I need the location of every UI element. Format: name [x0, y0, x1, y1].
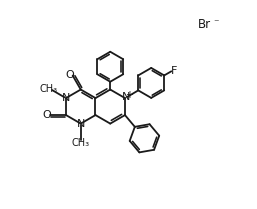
Text: CH₃: CH₃: [40, 84, 58, 94]
Text: F: F: [171, 66, 177, 76]
Text: O: O: [66, 70, 75, 79]
Text: CH₃: CH₃: [72, 138, 90, 148]
Text: Br: Br: [198, 18, 211, 31]
Text: N: N: [77, 119, 85, 129]
Text: +: +: [125, 90, 133, 100]
Text: N: N: [62, 93, 70, 103]
Text: N: N: [121, 92, 130, 102]
Text: ⁻: ⁻: [214, 18, 219, 28]
Text: O: O: [43, 110, 51, 120]
